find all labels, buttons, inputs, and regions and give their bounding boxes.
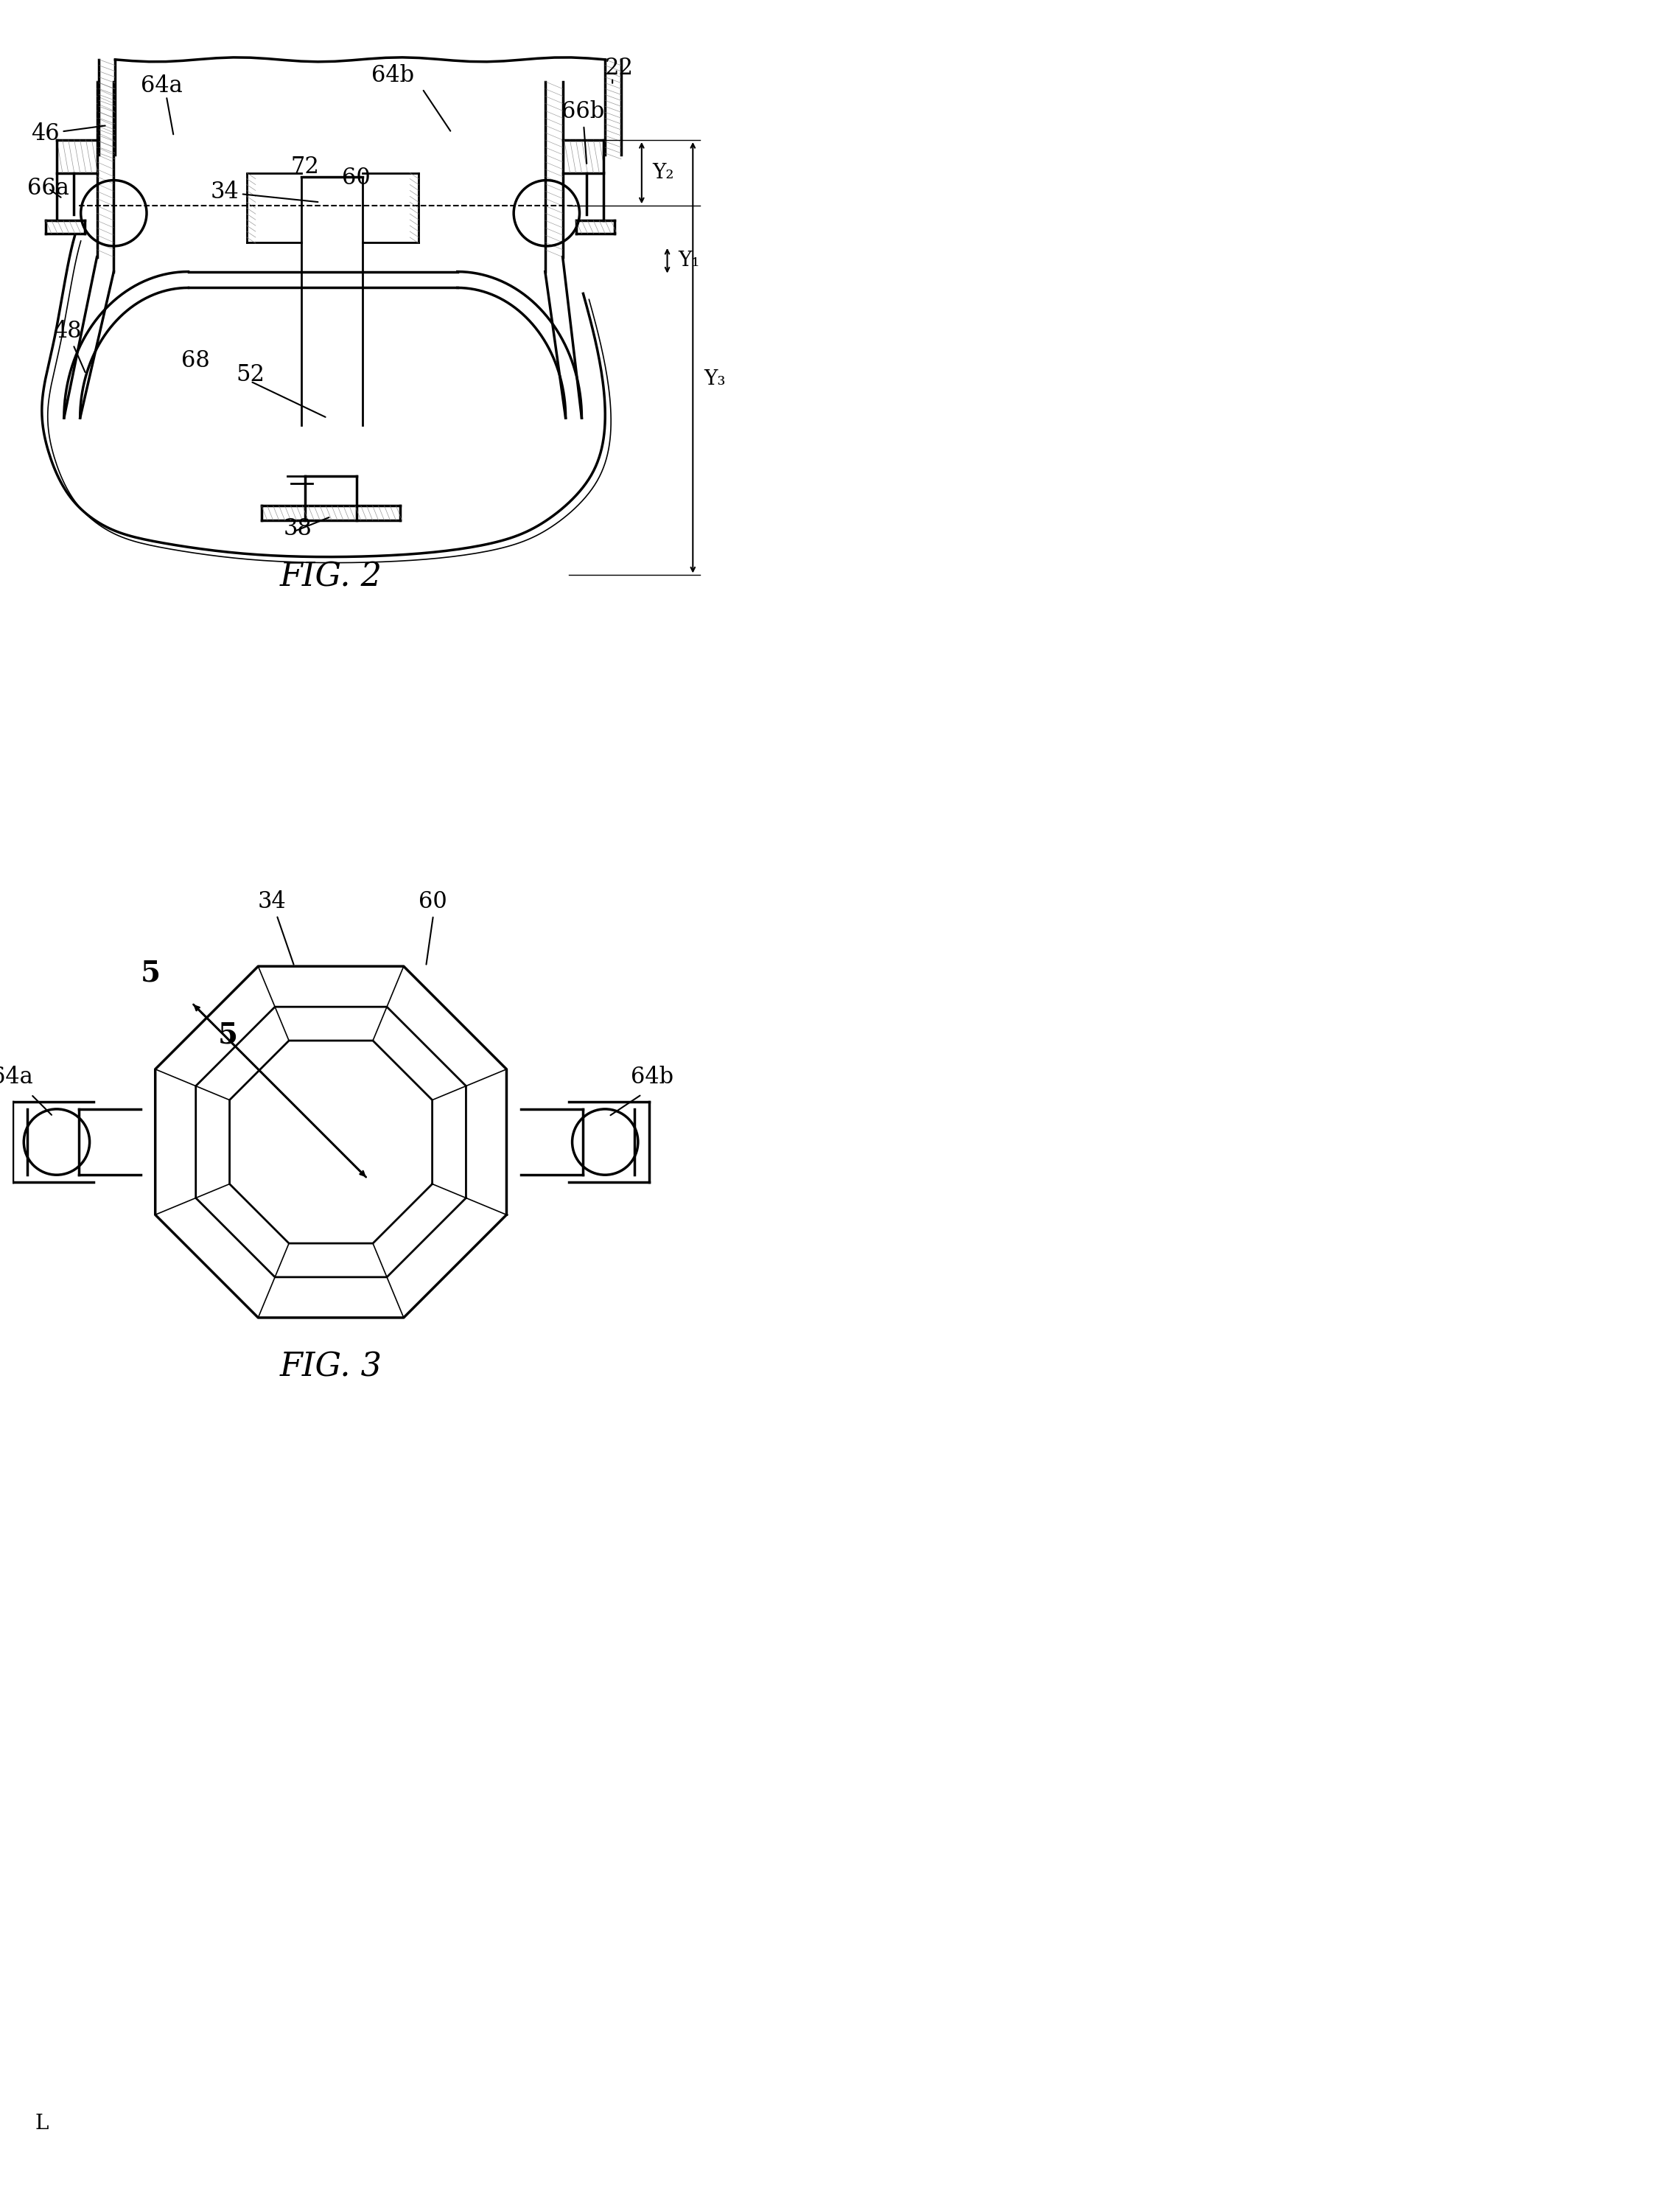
- Text: 60: 60: [341, 167, 370, 189]
- Text: FIG. 3: FIG. 3: [279, 1352, 381, 1382]
- Text: 64b: 64b: [630, 1066, 674, 1088]
- Text: 34: 34: [210, 180, 318, 204]
- Text: 72: 72: [291, 156, 319, 178]
- Text: 64a: 64a: [141, 75, 183, 99]
- Text: 64a: 64a: [0, 1066, 32, 1088]
- Text: Y₃: Y₃: [704, 369, 726, 391]
- Text: 5: 5: [141, 959, 161, 987]
- Text: L: L: [35, 2113, 49, 2135]
- Text: Y₁: Y₁: [679, 250, 701, 270]
- Text: 46: 46: [32, 123, 106, 145]
- Text: 60: 60: [418, 891, 447, 913]
- Text: Y₂: Y₂: [652, 162, 674, 182]
- Text: 64b: 64b: [371, 64, 413, 88]
- Text: FIG. 2: FIG. 2: [279, 562, 381, 592]
- Text: 66b: 66b: [561, 101, 605, 165]
- Text: 48: 48: [54, 320, 86, 373]
- Text: 5: 5: [218, 1020, 237, 1049]
- Text: 52: 52: [235, 364, 264, 386]
- Text: 34: 34: [257, 891, 294, 965]
- Text: 22: 22: [605, 57, 633, 79]
- Text: 68: 68: [181, 349, 210, 373]
- Text: 38: 38: [284, 518, 312, 540]
- Text: 66a: 66a: [27, 178, 69, 200]
